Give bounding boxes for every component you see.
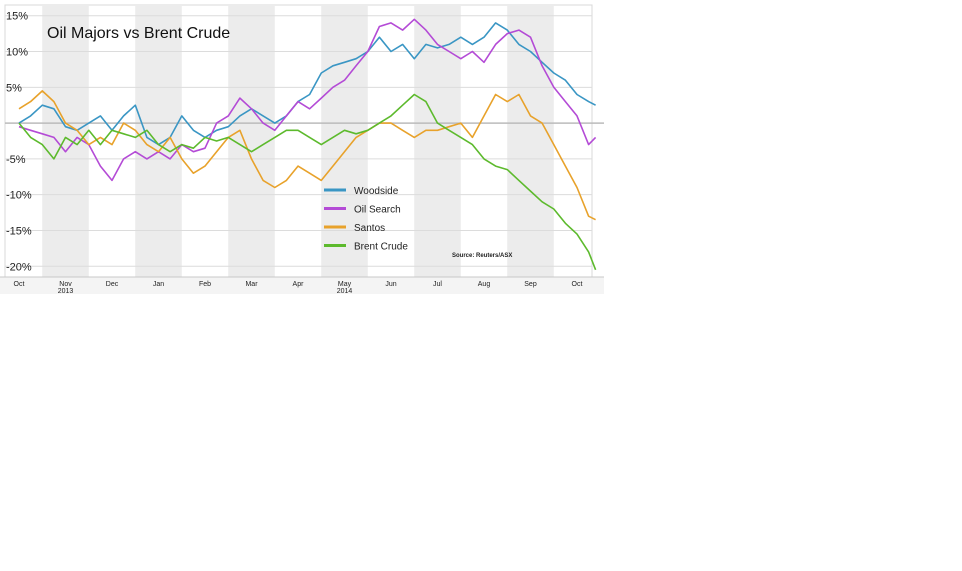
y-tick-label: -10%	[6, 190, 32, 202]
x-tick-label: Apr	[293, 281, 305, 288]
x-axis-strip	[0, 277, 604, 294]
x-tick-label: Aug	[478, 281, 491, 288]
y-tick-label: 5%	[6, 82, 22, 94]
month-band	[414, 5, 461, 277]
legend-label: Brent Crude	[354, 242, 408, 253]
axes: 15% 10% 5% -5% -10% -15% -20% Oct Nov Dec Jan Feb Ma…	[0, 11, 604, 295]
series-line-oil-search	[18, 18, 597, 182]
x-tick-label: Feb	[199, 281, 211, 288]
series-lines	[18, 18, 597, 271]
x-tick-label: Jan	[153, 281, 164, 288]
month-band	[507, 5, 554, 277]
x-tick-label: Dec	[106, 281, 119, 288]
legend-label: Oil Search	[354, 205, 401, 216]
y-tick-label: 10%	[6, 47, 28, 59]
source-note: Source: Reuters/ASX	[452, 253, 512, 259]
legend-label: Santos	[354, 223, 385, 234]
plot-background	[4, 4, 593, 278]
chart-title: Oil Majors vs Brent Crude	[47, 25, 230, 42]
y-tick-label: 15%	[6, 11, 28, 23]
y-tick-label: -15%	[6, 225, 32, 237]
x-tick-label: Oct	[572, 281, 583, 288]
x-tick-label: May	[338, 281, 352, 288]
legend-label: Woodside	[354, 186, 399, 197]
series-line-woodside	[18, 22, 596, 146]
x-year-label: 2014	[337, 288, 353, 295]
gridlines	[5, 15, 604, 267]
series-line-brent-crude	[18, 93, 597, 271]
month-band	[135, 5, 182, 277]
x-tick-label: Sep	[524, 281, 537, 288]
x-year-label: 2013	[58, 288, 74, 295]
legend: Woodside Oil Search Santos Brent Crude	[324, 186, 408, 253]
series-line-santos	[18, 90, 596, 221]
x-tick-label: Jul	[433, 281, 442, 288]
month-band	[228, 5, 275, 277]
month-band	[321, 5, 368, 277]
x-tick-label: Jun	[385, 281, 396, 288]
x-tick-label: Oct	[14, 281, 25, 288]
y-tick-label: -20%	[6, 261, 32, 273]
month-bands	[4, 4, 593, 278]
y-tick-label: -5%	[6, 154, 26, 166]
x-tick-label: Mar	[245, 281, 258, 288]
x-tick-label: Nov	[59, 281, 72, 288]
